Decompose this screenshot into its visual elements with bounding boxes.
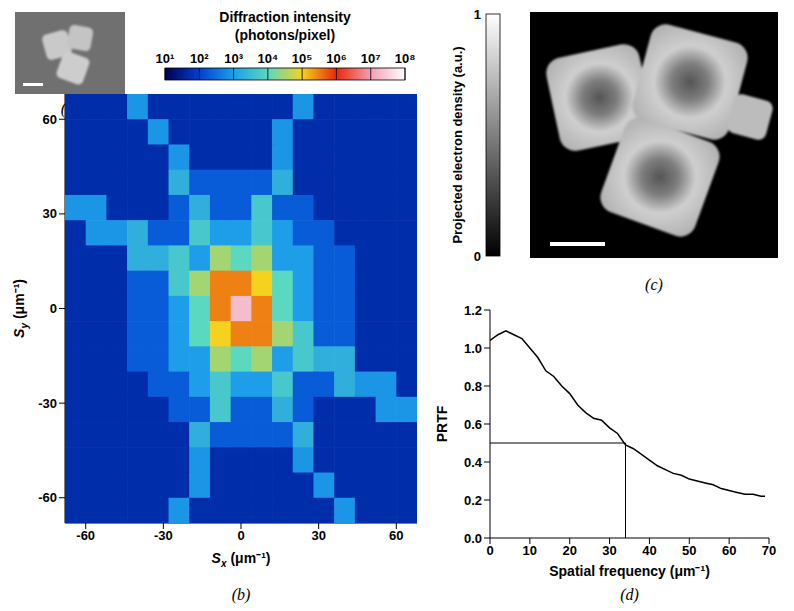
svg-text:50: 50 bbox=[682, 543, 696, 558]
svg-text:1.2: 1.2 bbox=[464, 303, 482, 318]
svg-text:Sx(μm⁻¹): Sx(μm⁻¹) bbox=[212, 550, 271, 569]
svg-text:0: 0 bbox=[50, 301, 57, 316]
svg-text:60: 60 bbox=[722, 543, 736, 558]
svg-text:10³: 10³ bbox=[224, 51, 243, 66]
svg-text:1: 1 bbox=[474, 7, 481, 22]
svg-text:0: 0 bbox=[486, 543, 493, 558]
svg-text:10¹: 10¹ bbox=[156, 51, 175, 66]
svg-text:0.8: 0.8 bbox=[464, 379, 482, 394]
svg-text:Projected electron density (a.: Projected electron density (a.u.) bbox=[450, 46, 465, 243]
svg-text:1.0: 1.0 bbox=[464, 341, 482, 356]
svg-text:Sy(μm⁻¹): Sy(μm⁻¹) bbox=[11, 279, 30, 338]
svg-text:10⁵: 10⁵ bbox=[292, 51, 313, 66]
svg-text:Spatial frequency (μm⁻¹): Spatial frequency (μm⁻¹) bbox=[549, 563, 710, 579]
svg-text:10: 10 bbox=[523, 543, 537, 558]
svg-text:Diffraction intensity: Diffraction intensity bbox=[219, 9, 351, 25]
svg-text:0.2: 0.2 bbox=[464, 493, 482, 508]
svg-text:10⁷: 10⁷ bbox=[361, 51, 381, 66]
svg-text:10⁸: 10⁸ bbox=[395, 51, 416, 66]
svg-text:70: 70 bbox=[762, 543, 776, 558]
svg-text:0.0: 0.0 bbox=[464, 531, 482, 546]
svg-text:PRTF: PRTF bbox=[434, 405, 450, 442]
svg-text:0: 0 bbox=[237, 528, 244, 543]
svg-text:30: 30 bbox=[602, 543, 616, 558]
svg-text:10⁶: 10⁶ bbox=[326, 51, 346, 66]
svg-text:(photons/pixel): (photons/pixel) bbox=[235, 27, 335, 43]
svg-text:-30: -30 bbox=[154, 528, 173, 543]
svg-text:30: 30 bbox=[43, 206, 57, 221]
svg-text:-60: -60 bbox=[38, 490, 57, 505]
svg-text:(c): (c) bbox=[645, 276, 663, 294]
svg-text:20: 20 bbox=[562, 543, 576, 558]
svg-text:(d): (d) bbox=[620, 586, 639, 604]
svg-text:60: 60 bbox=[389, 528, 403, 543]
svg-text:40: 40 bbox=[642, 543, 656, 558]
svg-text:(b): (b) bbox=[232, 586, 251, 604]
svg-text:30: 30 bbox=[311, 528, 325, 543]
svg-text:10²: 10² bbox=[190, 51, 209, 66]
svg-text:0: 0 bbox=[474, 249, 481, 264]
svg-text:60: 60 bbox=[43, 112, 57, 127]
svg-text:-60: -60 bbox=[76, 528, 95, 543]
svg-text:0.6: 0.6 bbox=[464, 417, 482, 432]
svg-text:0.4: 0.4 bbox=[464, 455, 483, 470]
svg-text:-30: -30 bbox=[38, 396, 57, 411]
svg-text:10⁴: 10⁴ bbox=[257, 51, 278, 66]
